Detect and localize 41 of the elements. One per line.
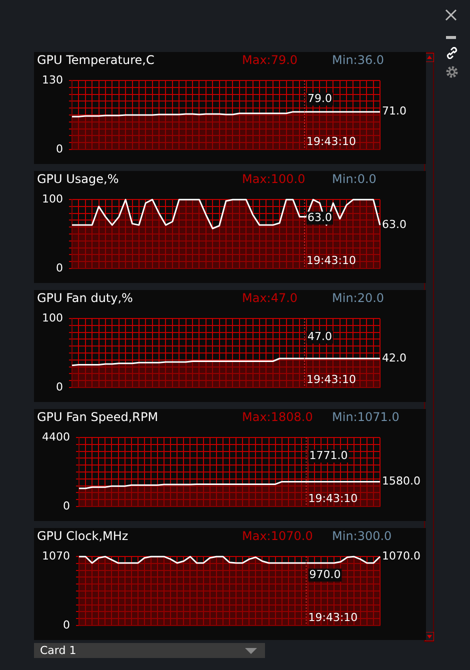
text: Max:1808.0 <box>242 410 314 424</box>
y-tick-label: 130 <box>42 73 63 86</box>
annotation: 970.0 <box>309 568 341 581</box>
annotation: 19:43:10 <box>306 134 356 148</box>
chart-title: GPU Clock,MHz <box>37 529 130 543</box>
text: Max:100.0 <box>242 172 306 186</box>
y-tick-label: 0 <box>56 380 63 394</box>
annotation: 19:43:10 <box>306 254 356 267</box>
y-tick-label: 1070 <box>42 549 70 562</box>
text: 71.0 <box>382 104 406 118</box>
y-tick-label: 0 <box>62 618 70 632</box>
text: Min:1071.0 <box>332 410 400 424</box>
text: Max:47.0 <box>242 291 299 305</box>
chart-title: GPU Usage,% <box>37 172 120 186</box>
text: 1580.0 <box>382 474 420 488</box>
annotation: 79.0 <box>308 92 332 105</box>
chart-title: GPU Fan duty,% <box>37 291 134 305</box>
annotation: 19:43:10 <box>308 610 358 624</box>
y-tick-label: 0 <box>56 142 63 156</box>
text: Min:0.0 <box>332 172 376 186</box>
y-tick-label: 0 <box>56 261 63 274</box>
y-tick-label: 4400 <box>42 430 70 444</box>
text: 63.0 <box>382 218 406 231</box>
y-tick-label: 100 <box>42 311 63 324</box>
text: 1070.0 <box>382 549 420 562</box>
annotation: 19:43:10 <box>306 372 356 386</box>
text: 42.0 <box>382 351 406 364</box>
text: Card 1 <box>40 644 76 657</box>
text: Min:300.0 <box>332 529 392 543</box>
text: Max:79.0 <box>242 53 299 67</box>
annotation: 19:43:10 <box>308 492 358 505</box>
y-tick-label: 0 <box>62 499 70 512</box>
annotation: 47.0 <box>308 330 332 343</box>
text: Min:20.0 <box>332 291 384 305</box>
text: Max:1070.0 <box>242 529 314 543</box>
annotation: 1771.0 <box>309 448 348 462</box>
chart-title: GPU Fan Speed,RPM <box>37 410 160 424</box>
y-tick-label: 100 <box>42 192 63 206</box>
chart-title: GPU Temperature,C <box>37 53 156 67</box>
text: Min:36.0 <box>332 53 384 67</box>
annotation: 63.0 <box>308 210 332 224</box>
